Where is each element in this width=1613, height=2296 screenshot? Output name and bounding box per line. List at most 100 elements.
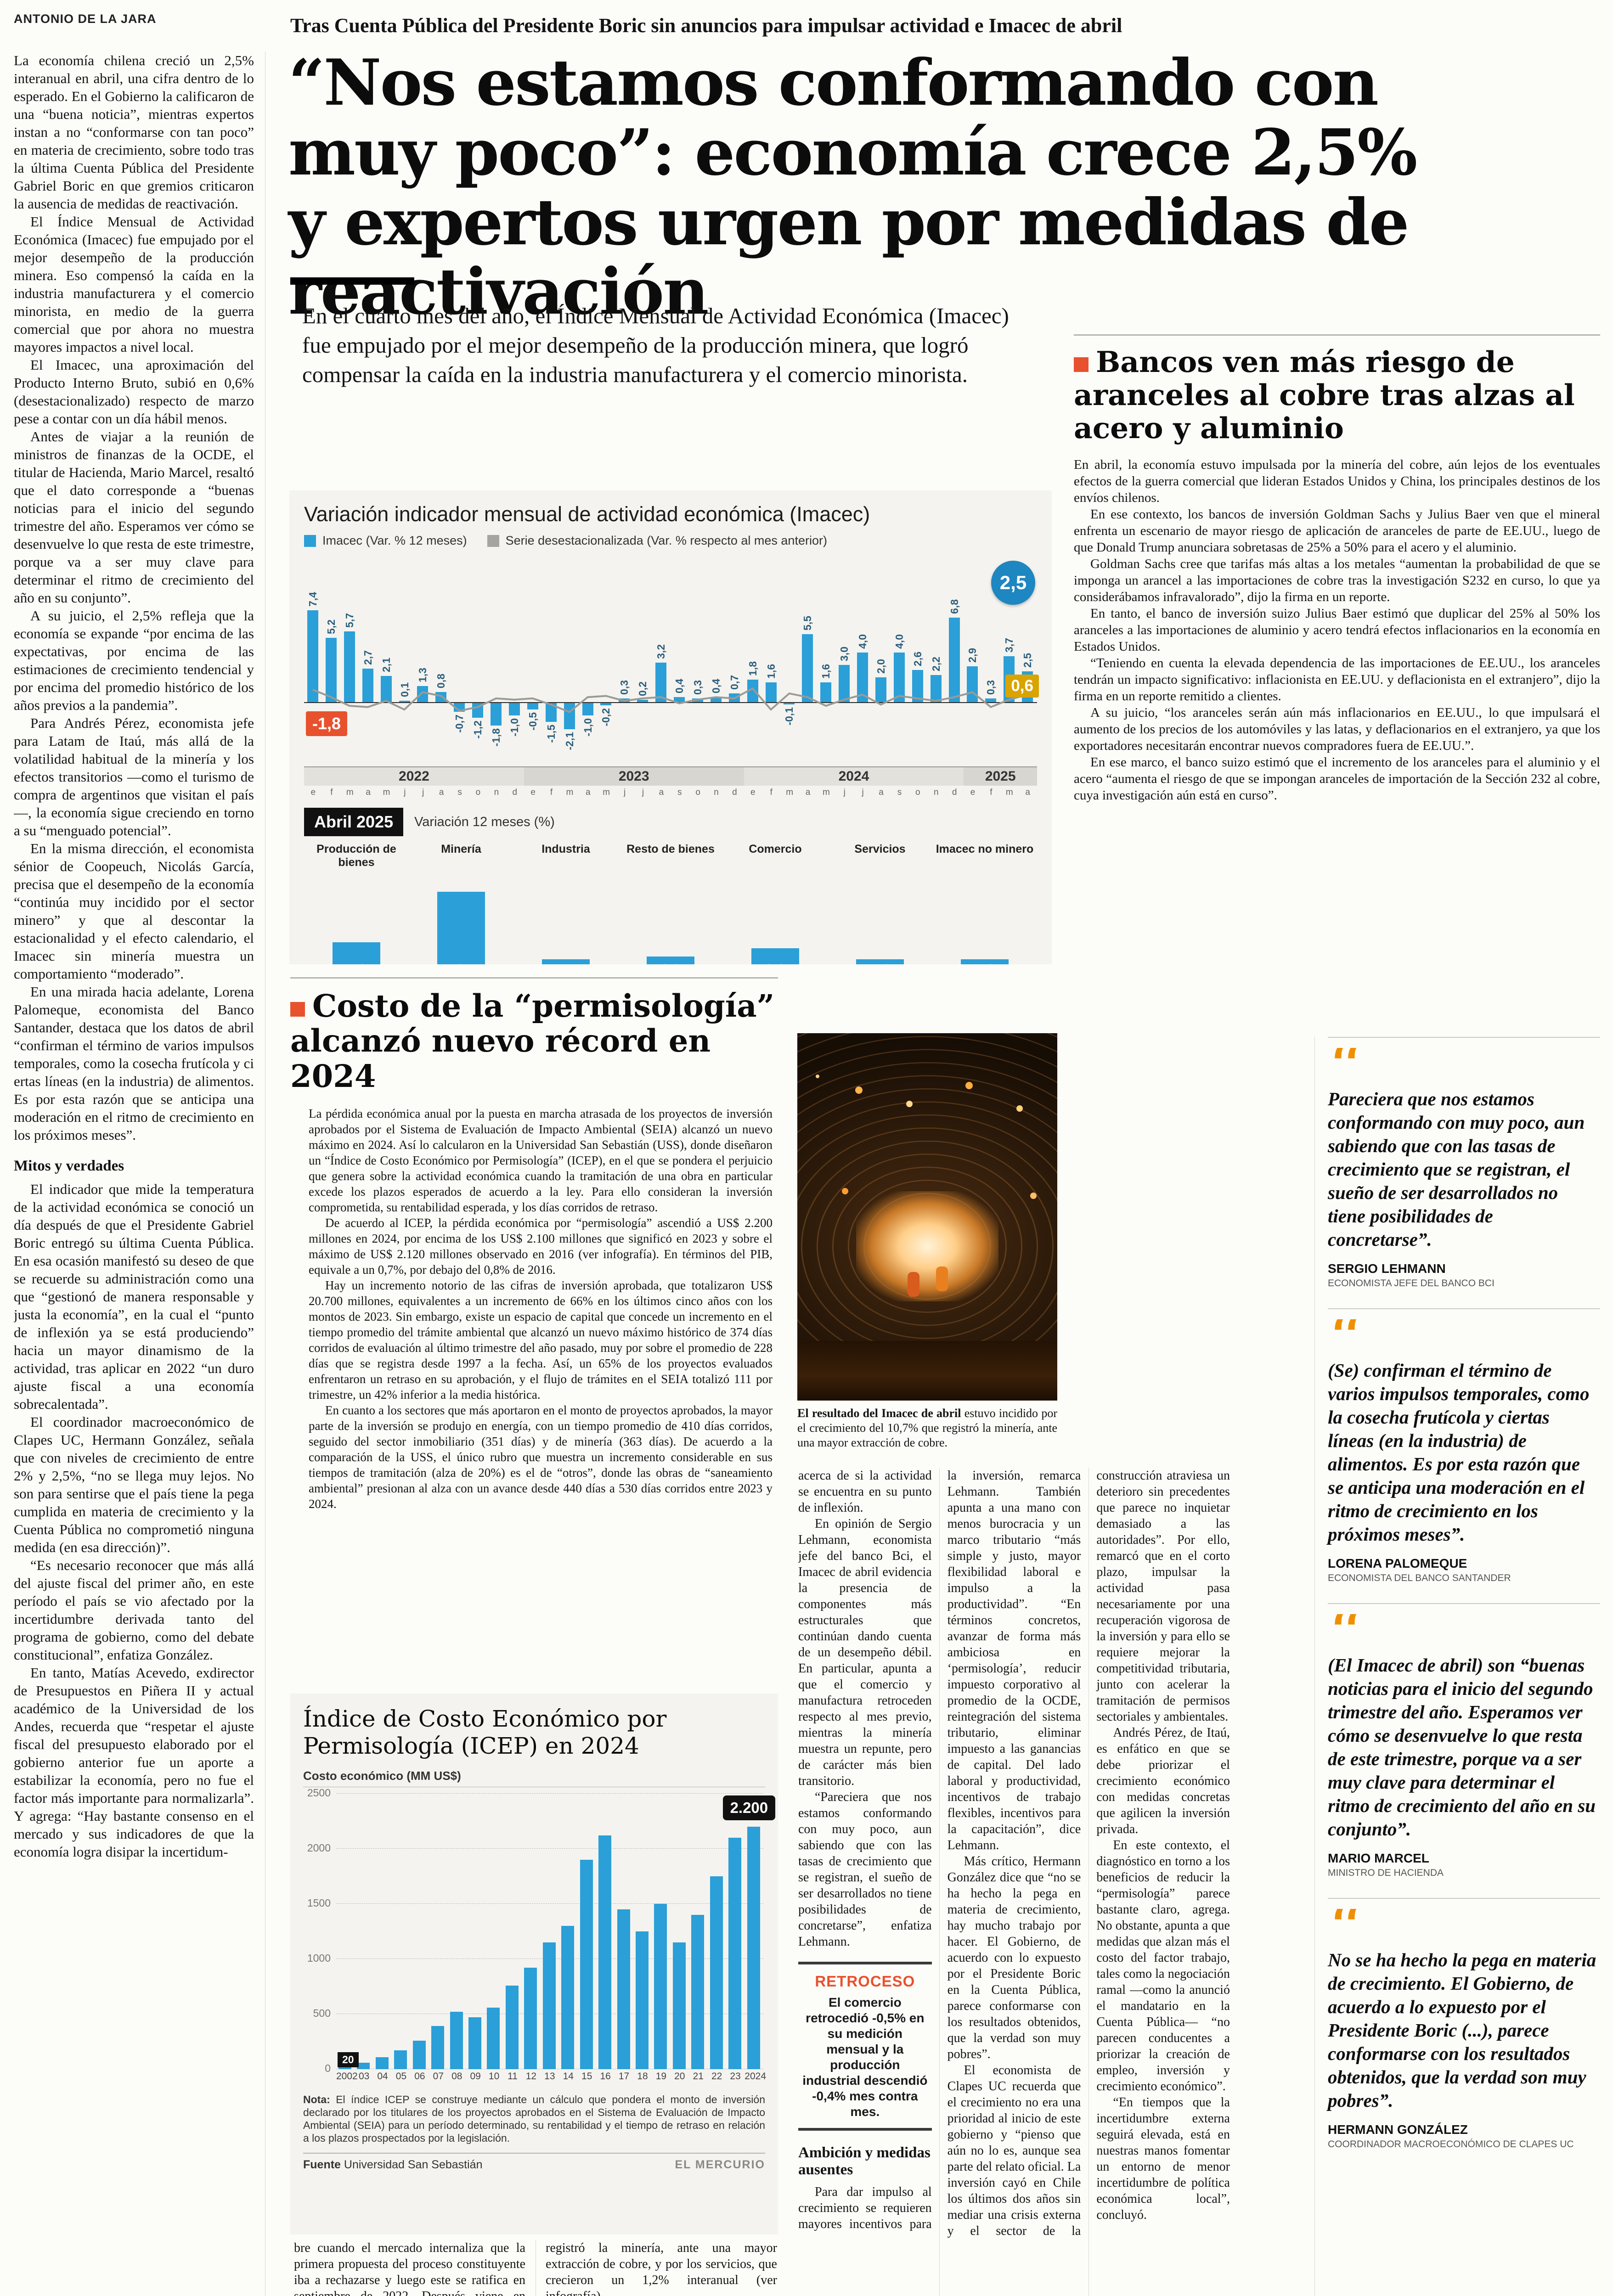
bancos-article: Bancos ven más riesgo de aranceles al co…: [1074, 334, 1600, 804]
y-tick-label: 1500: [307, 1897, 331, 1909]
tunnel-photo: [797, 1033, 1057, 1401]
source-name: Universidad San Sebastián: [344, 2158, 483, 2171]
y-tick-label: 2500: [307, 1787, 331, 1799]
month-label: m: [383, 788, 390, 797]
month-label: j: [843, 788, 846, 797]
sector-bar: 3,9: [751, 948, 799, 964]
month-label: e: [970, 788, 976, 797]
paragraph: Para Andrés Pérez, economista jefe para …: [14, 715, 254, 838]
month-label: e: [530, 788, 536, 797]
imacec-bar: [710, 697, 722, 702]
month-label: m: [786, 788, 794, 797]
icep-bar: [728, 1838, 742, 2069]
imacec-bar: [875, 677, 886, 702]
paragraph: El Imacec, una aproximación del Producto…: [14, 357, 254, 427]
paragraph: El Índice Mensual de Actividad Económica…: [14, 214, 254, 355]
tunnel-floor-art: [797, 1341, 1057, 1401]
month-label: j: [422, 788, 424, 797]
imacec-bar: [637, 699, 649, 702]
imacec-bar: [948, 618, 960, 702]
paragraph: “Es necesario reconocer que más allá del…: [14, 1557, 254, 1663]
icep-note-label: Nota:: [303, 2093, 330, 2105]
year-label: 2025: [964, 767, 1037, 786]
sector-value: 1,2: [856, 961, 904, 964]
icep-bar: [598, 1835, 612, 2069]
month-label: a: [586, 788, 591, 797]
y-tick-label: 500: [313, 2007, 331, 2019]
permisologia-headline: Costo de la “permisología” alcanzó nuevo…: [290, 988, 778, 1094]
photo-caption: El resultado del Imacec de abril estuvo …: [797, 1406, 1057, 1450]
month-label: o: [695, 788, 700, 797]
latest-yoy-badge: 2,5: [991, 561, 1035, 605]
icep-x-label: 16: [600, 2071, 611, 2082]
tunnel-light-art: [856, 1191, 998, 1301]
tunnel-lamps-art: [816, 1075, 819, 1078]
paragraph: Para dar impulso al crecimiento se requi…: [798, 1469, 1081, 2231]
paragraph: A su juicio, el 2,5% refleja que la econ…: [14, 608, 254, 713]
article-continuation-columns: acerca de si la actividad se encuentra e…: [798, 1468, 1230, 2296]
icep-bar: [375, 2057, 389, 2069]
month-label: a: [439, 788, 444, 797]
icep-bar: [635, 1931, 649, 2069]
photo-caption-lead: El resultado del Imacec de abril: [797, 1407, 961, 1420]
y-tick-label: 2000: [307, 1842, 331, 1854]
permisologia-headline-text: Costo de la “permisología” alcanzó nuevo…: [290, 988, 775, 1094]
icep-plot-area: 2.200 20 0 500 1000 1500 2000 2500: [307, 1787, 776, 2074]
paragraph: Hay un incremento notorio de las cifras …: [309, 1278, 773, 1402]
sector-item: Producción de bienes 4,6: [304, 843, 409, 964]
sector-item: Servicios 1,2: [828, 843, 932, 964]
icep-x-label: 03: [358, 2071, 370, 2082]
permisologia-body: La pérdida económica anual por la puesta…: [309, 1106, 773, 1512]
imacec-chart-legend: Imacec (Var. % 12 meses) Serie desestaci…: [304, 534, 1037, 548]
paragraph: En tanto, Matías Acevedo, exdirector de …: [14, 1665, 254, 1860]
month-label: a: [805, 788, 811, 797]
month-label: f: [330, 788, 333, 797]
paragraph: En una mirada hacia adelante, Lorena Pal…: [14, 984, 254, 1143]
icep-chart-title: Índice de Costo Económico por Permisolog…: [303, 1705, 667, 1759]
icep-x-label: 18: [637, 2071, 648, 2082]
worker-silhouette: [908, 1272, 919, 1297]
paragraph: De acuerdo al ICEP, la pérdida económica…: [309, 1216, 773, 1277]
paragraph: El economista de Clapes UC recuerda que …: [947, 1469, 1230, 2238]
month-label: a: [659, 788, 664, 797]
worker-silhouette: [936, 1266, 948, 1291]
month-label: f: [990, 788, 993, 797]
icep-bar: [394, 2050, 407, 2069]
sector-bar: 10,7: [437, 892, 485, 964]
month-label: s: [457, 788, 462, 797]
month-label: f: [550, 788, 553, 797]
author-byline: ANTONIO DE LA JARA: [14, 12, 157, 26]
imacec-bar: [508, 703, 520, 715]
kicker: Tras Cuenta Pública del Presidente Boric…: [290, 14, 1122, 37]
sector-item: Comercio 3,9: [723, 843, 828, 964]
sector-bar: 1,8: [961, 959, 1009, 964]
month-label: s: [897, 788, 902, 797]
paragraph: “Pareciera que nos estamos conformando c…: [798, 1790, 932, 1949]
quote-author: MARIO MARCEL: [1328, 1851, 1429, 1865]
month-label: d: [512, 788, 518, 797]
month-label: n: [933, 788, 939, 797]
month-label: m: [822, 788, 830, 797]
month-label: a: [879, 788, 884, 797]
icep-x-label: 23: [730, 2071, 741, 2082]
gridline: [336, 1793, 763, 1794]
april-panel-subtitle: Variación 12 meses (%): [414, 814, 555, 829]
retroceso-text: El comercio retrocedió -0,5% en su medic…: [802, 1995, 928, 2119]
pull-quote: “(El Imacec de abril) son “buenas notici…: [1328, 1603, 1600, 1879]
pull-quotes-rail: “Pareciera que nos estamos conformando c…: [1314, 1037, 1600, 2296]
zero-axis-line: [304, 702, 1037, 703]
month-label: m: [603, 788, 610, 797]
imacec-bar: [491, 703, 502, 726]
icep-bar: [710, 1876, 723, 2069]
icep-x-label: 05: [395, 2071, 407, 2082]
sector-label: Comercio: [749, 843, 802, 855]
paragraph: En ese contexto, los bancos de inversión…: [1074, 507, 1600, 555]
month-label: o: [915, 788, 920, 797]
section-subhead: Ambición y medidas ausentes: [798, 2144, 931, 2178]
quote-text: (El Imacec de abril) son “buenas noticia…: [1328, 1654, 1596, 1840]
bottom-continuation-columns: bre cuando el mercado internaliza que la…: [294, 2240, 777, 2296]
icep-x-axis: 2002 03 04 05 06 07 08 09 10 11 12 13 14 15 16 17 18 19 20…: [336, 2069, 766, 2084]
paragraph: El coordinador macroeconómico de Clapes …: [14, 1414, 254, 1555]
